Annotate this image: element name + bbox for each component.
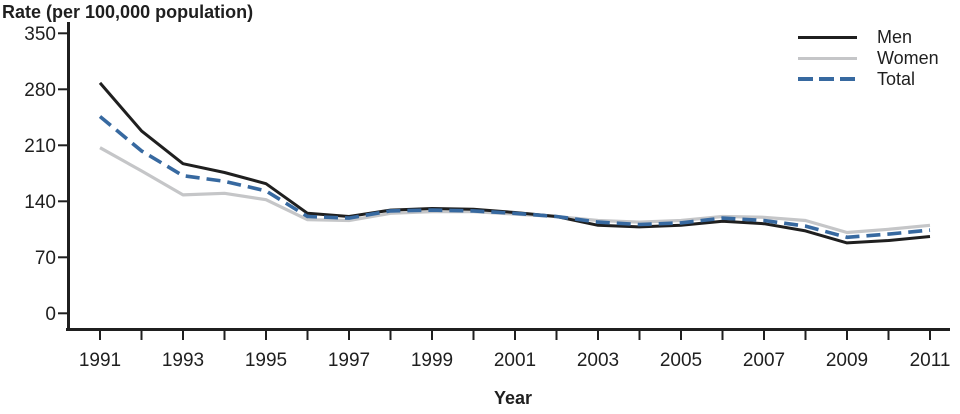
x-tick-label: 1991 xyxy=(79,350,121,371)
plot-area: 0 70 140 210 280 350 1991 1993 1995 1997 1999 2001 2… xyxy=(24,22,950,371)
women-line-swatch xyxy=(798,56,857,60)
y-tick-label: 0 xyxy=(45,304,56,325)
legend-item-women: Women xyxy=(798,48,939,68)
y-tick-label: 350 xyxy=(24,24,56,45)
x-tick-label: 2001 xyxy=(494,350,536,371)
series-line-total xyxy=(98,115,931,240)
x-tick-label: 2005 xyxy=(660,350,702,371)
legend-item-men: Men xyxy=(798,27,939,47)
y-tick-label: 210 xyxy=(24,136,56,157)
y-tick-label: 140 xyxy=(24,192,56,213)
legend: Men Women Total xyxy=(798,27,939,89)
y-axis-title: Rate (per 100,000 population) xyxy=(2,2,254,22)
total-line-swatch xyxy=(798,77,857,81)
y-tick-label: 70 xyxy=(35,248,56,269)
x-tick-label: 1995 xyxy=(245,350,287,371)
x-tick-label: 2009 xyxy=(826,350,868,371)
legend-label-men: Men xyxy=(877,27,913,47)
x-tick-label: 2007 xyxy=(743,350,785,371)
x-tick-label: 2003 xyxy=(577,350,619,371)
x-tick-label: 1999 xyxy=(411,350,453,371)
x-axis-title: Year xyxy=(494,388,533,408)
legend-item-total: Total xyxy=(798,69,939,89)
series-line-women xyxy=(99,146,931,235)
men-line-swatch xyxy=(798,35,857,39)
x-tick-label: 2011 xyxy=(910,350,951,371)
x-tick-label: 1997 xyxy=(328,350,370,371)
legend-label-women: Women xyxy=(877,48,939,68)
y-tick-label: 280 xyxy=(24,80,56,101)
x-tick-label: 1993 xyxy=(162,350,204,371)
legend-label-total: Total xyxy=(877,69,916,89)
